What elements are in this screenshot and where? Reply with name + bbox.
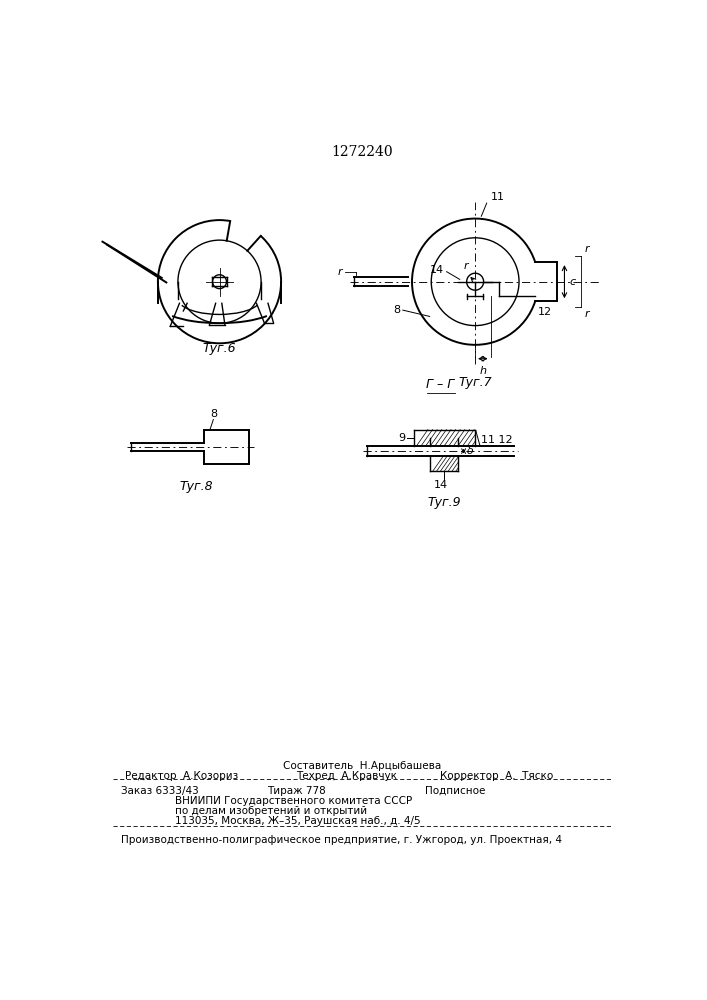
Text: h: h [479,366,486,376]
Text: 113035, Москва, Ж–35, Раушская наб., д. 4/5: 113035, Москва, Ж–35, Раушская наб., д. … [175,816,421,826]
Text: Тираж 778: Тираж 778 [267,786,326,796]
Text: 11 12: 11 12 [481,435,513,445]
Text: по делам изобретений и открытий: по делам изобретений и открытий [175,806,367,816]
Text: 8: 8 [393,305,400,315]
Text: Τуг.9: Τуг.9 [428,496,461,509]
Text: 9: 9 [399,433,406,443]
Text: Γ – Г: Γ – Г [426,378,455,391]
Text: 1272240: 1272240 [331,145,393,159]
Text: Заказ 6333/43: Заказ 6333/43 [121,786,199,796]
Text: r: r [464,261,468,271]
Text: Τуг.8: Τуг.8 [180,480,214,493]
Text: Подписное: Подписное [425,786,486,796]
Text: Техред  А.Кравчук: Техред А.Кравчук [296,771,397,781]
Text: Производственно-полиграфическое предприятие, г. Ужгород, ул. Проектная, 4: Производственно-полиграфическое предприя… [121,835,562,845]
Text: Корректор  А.  Тяско: Корректор А. Тяско [440,771,554,781]
Text: r: r [585,309,589,319]
Text: Τуг.6: Τуг.6 [203,342,236,355]
Text: δ: δ [467,446,474,456]
Text: ВНИИПИ Государственного комитета СССР: ВНИИПИ Государственного комитета СССР [175,796,412,806]
Text: r: r [338,267,343,277]
Text: Редактор  А.Козориз: Редактор А.Козориз [125,771,238,781]
Text: Τуг.7: Τуг.7 [458,376,492,389]
Text: Составитель  Н.Арцыбашева: Составитель Н.Арцыбашева [283,761,441,771]
Text: 14: 14 [431,265,444,275]
Text: c: c [569,277,575,287]
Text: 8: 8 [210,409,217,419]
Text: 12: 12 [537,307,551,317]
Text: r: r [585,244,589,254]
Text: 14: 14 [433,480,448,490]
Text: 11: 11 [491,192,505,202]
